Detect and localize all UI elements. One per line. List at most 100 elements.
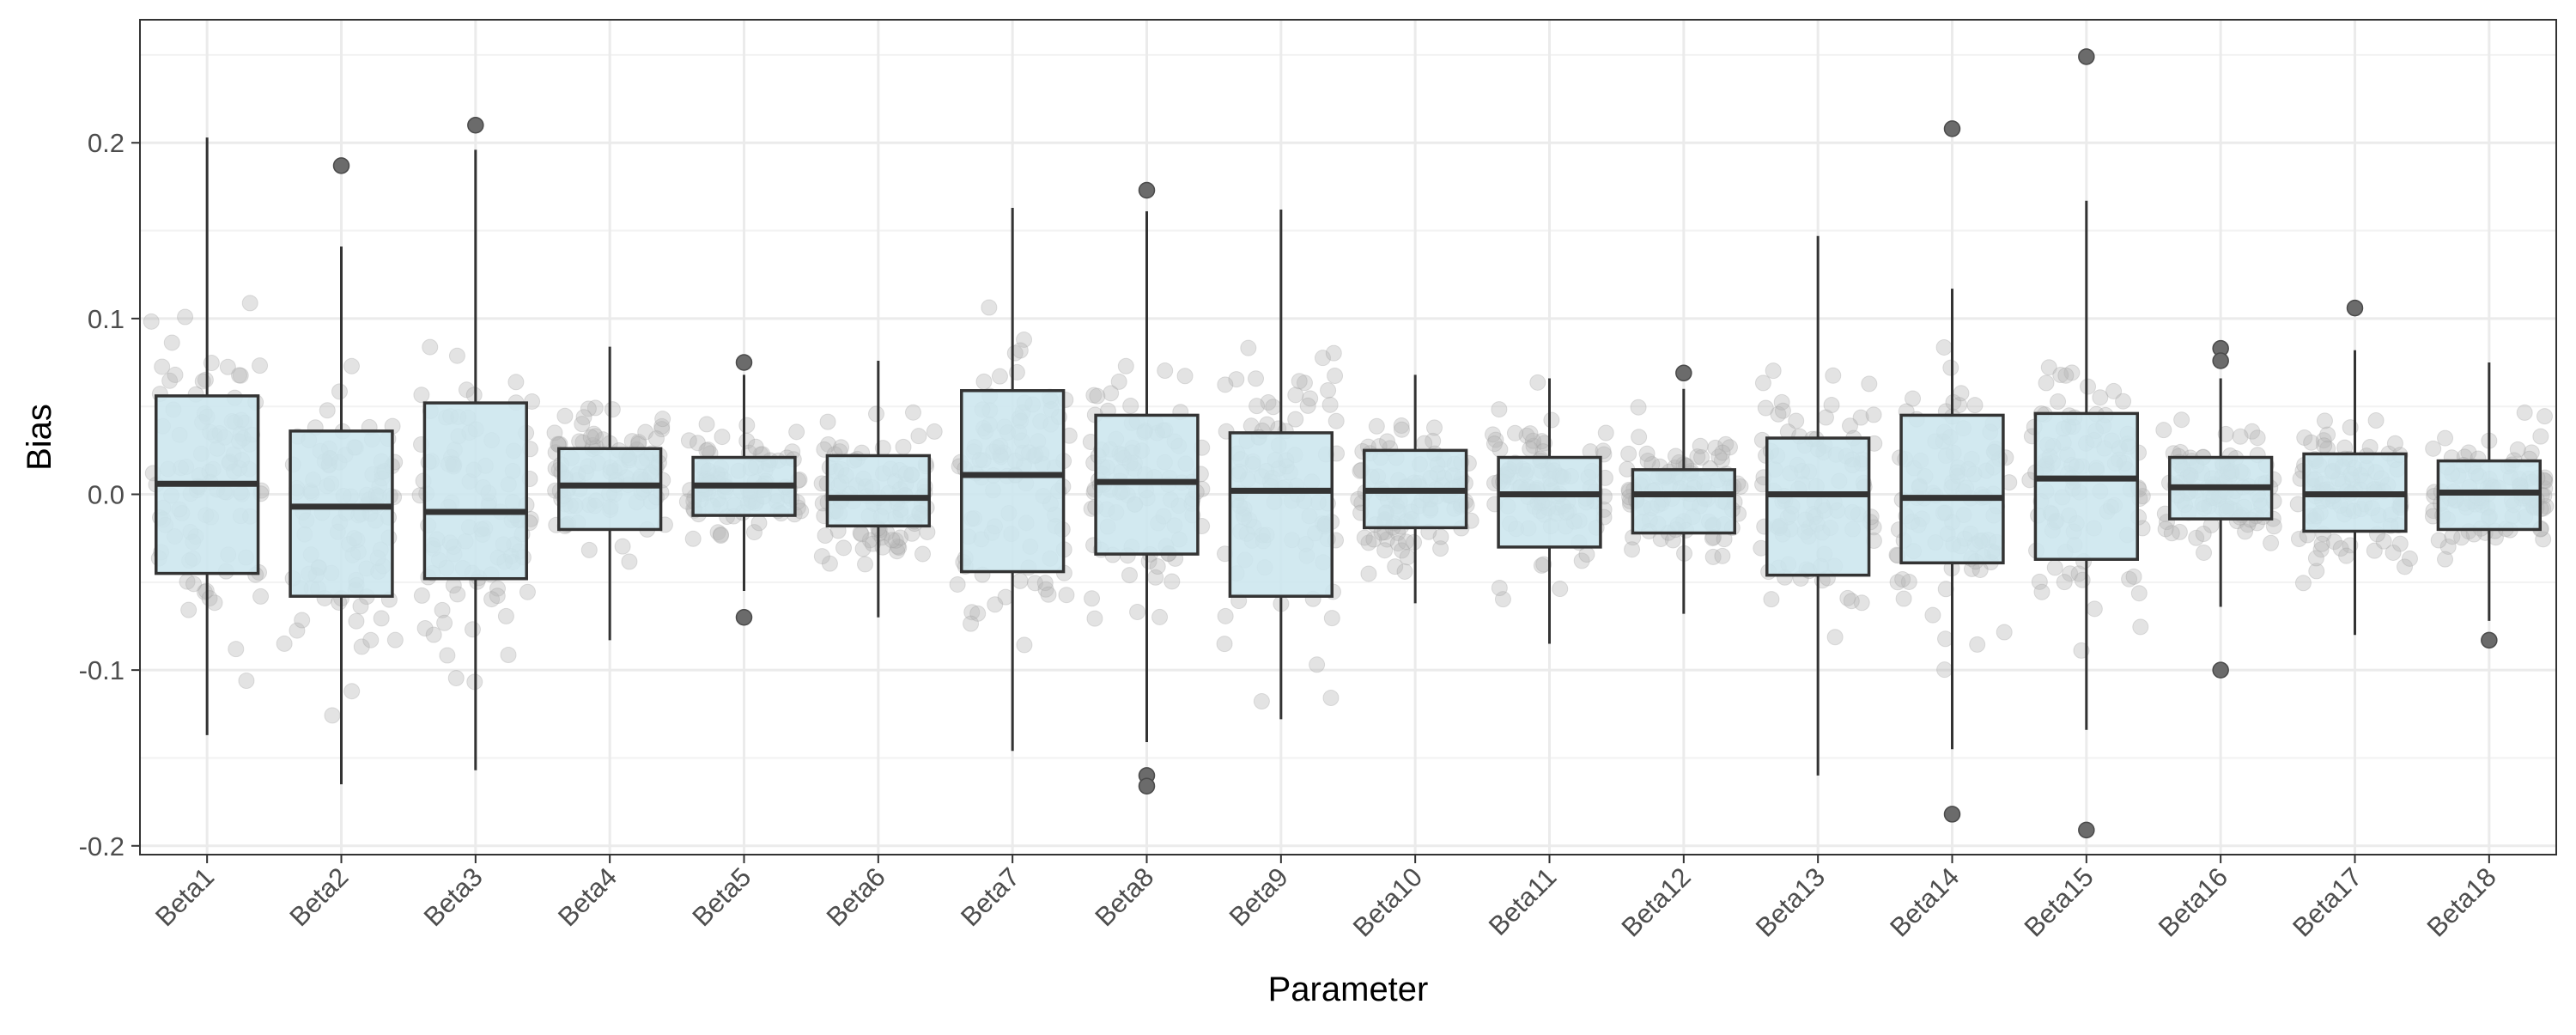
jitter-point — [2312, 541, 2330, 558]
jitter-point — [852, 525, 869, 542]
jitter-point — [1103, 385, 1120, 402]
jitter-point — [738, 417, 756, 434]
jitter-point — [2294, 575, 2312, 592]
jitter-point — [1425, 432, 1442, 449]
jitter-point — [2437, 429, 2454, 447]
jitter-point — [1936, 661, 1953, 679]
jitter-point — [416, 619, 434, 636]
jitter-point — [1321, 396, 1339, 413]
jitter-point — [2315, 432, 2332, 449]
jitter-point — [2057, 367, 2075, 384]
jitter-point — [1356, 529, 1373, 546]
jitter-point — [1322, 689, 1340, 706]
jitter-point — [1757, 399, 1774, 417]
jitter-point — [1529, 374, 1546, 391]
outlier-point — [1943, 120, 1961, 137]
outlier-point — [735, 608, 753, 626]
jitter-point — [1525, 437, 1542, 454]
x-axis-title: Parameter — [1268, 971, 1429, 1008]
jitter-point — [647, 430, 665, 447]
jitter-point — [1176, 368, 1194, 385]
jitter-point — [436, 614, 453, 631]
jitter-point — [464, 621, 481, 638]
panel-border — [139, 19, 2557, 855]
jitter-point — [1089, 387, 1106, 405]
jitter-point — [231, 367, 248, 384]
jitter-point — [1900, 573, 1917, 590]
jitter-point — [1889, 574, 1906, 591]
jitter-point — [238, 673, 255, 690]
jitter-point — [1853, 594, 1870, 612]
jitter-point — [1314, 350, 1331, 367]
jitter-point — [1389, 535, 1406, 552]
jitter-point — [1839, 589, 1856, 606]
jitter-point — [1149, 558, 1166, 575]
jitter-point — [154, 358, 171, 375]
jitter-point — [1253, 693, 1270, 710]
jitter-point — [2535, 531, 2552, 548]
jitter-point — [2046, 559, 2063, 576]
jitter-point — [1360, 534, 1377, 551]
jitter-point — [2316, 412, 2333, 429]
jitter-point — [1296, 374, 1313, 392]
jitter-point — [180, 601, 197, 618]
jitter-point — [1721, 439, 1738, 456]
jitter-point — [1416, 435, 1433, 452]
jitter-point — [1905, 390, 1922, 407]
jitter-point — [228, 641, 245, 658]
jitter-point — [1630, 399, 1647, 416]
jitter-point — [500, 647, 517, 664]
jitter-point — [1788, 412, 1805, 429]
jitter-point — [2232, 428, 2249, 445]
jitter-point — [2249, 429, 2266, 447]
jitter-point — [1487, 431, 1504, 448]
jitter-point — [2325, 533, 2342, 551]
jitter-point — [2375, 533, 2392, 550]
jitter-point — [2332, 540, 2349, 557]
jitter-point — [1774, 402, 1791, 419]
jitter-point — [574, 416, 591, 433]
jitter-point — [1597, 424, 1614, 441]
jitter-point — [177, 308, 194, 326]
jitter-point — [653, 417, 671, 435]
jitter-point — [890, 538, 907, 555]
jitter-point — [219, 358, 236, 375]
jitter-point — [713, 526, 730, 543]
jitter-point — [2391, 535, 2409, 552]
jitter-point — [448, 347, 465, 364]
jitter-point — [580, 400, 597, 417]
jitter-point — [1378, 531, 1395, 548]
jitter-point — [747, 438, 764, 455]
jitter-point — [1309, 656, 1326, 673]
jitter-point — [991, 368, 1008, 385]
outlier-point — [1943, 806, 1961, 823]
jitter-point — [1861, 375, 1878, 393]
jitter-point — [1484, 426, 1501, 443]
jitter-point — [614, 538, 631, 555]
jitter-point — [1543, 411, 1560, 429]
y-tick-label: -0.1 — [79, 655, 125, 685]
jitter-point — [2430, 532, 2447, 549]
jitter-point — [2401, 550, 2418, 567]
jitter-point — [1494, 591, 1511, 608]
jitter-point — [2509, 441, 2526, 458]
jitter-point — [294, 612, 311, 629]
jitter-point — [926, 423, 943, 440]
jitter-point — [2105, 382, 2123, 399]
jitter-point — [2338, 547, 2355, 564]
jitter-point — [1393, 417, 1410, 434]
jitter-point — [1110, 373, 1127, 390]
jitter-point — [2080, 378, 2097, 395]
jitter-point — [914, 545, 932, 563]
jitter-point — [1228, 371, 1245, 388]
jitter-point — [817, 527, 834, 545]
jitter-point — [963, 604, 981, 621]
jitter-point — [1302, 390, 1319, 407]
jitter-point — [1826, 629, 1844, 646]
jitter-point — [546, 424, 563, 441]
jitter-point — [1710, 448, 1728, 466]
jitter-point — [1713, 452, 1730, 469]
jitter-point — [276, 635, 293, 652]
box-body — [1228, 431, 1334, 598]
jitter-point — [161, 372, 179, 389]
